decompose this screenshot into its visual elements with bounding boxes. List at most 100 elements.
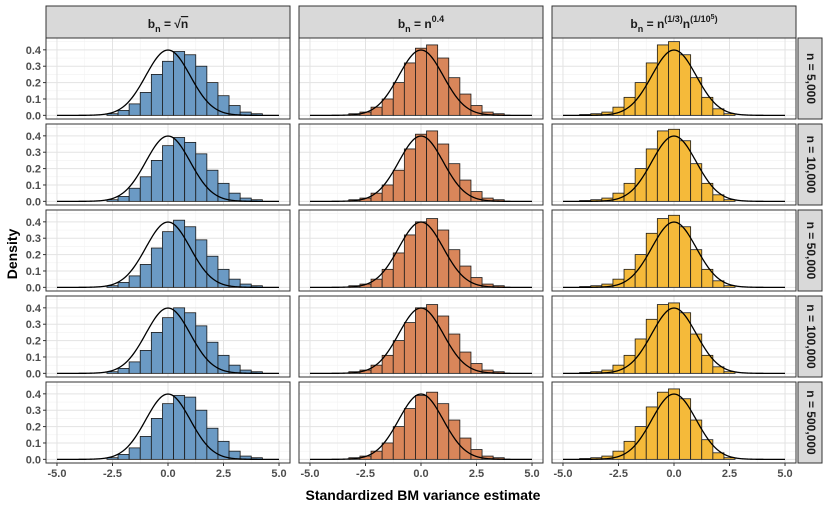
histogram-bar (195, 325, 208, 374)
y-tick-label: 0.1 (26, 180, 41, 192)
histogram-bar (712, 366, 725, 374)
column-strip-label: bn = n0.4 (398, 14, 444, 34)
header-operator: = n (643, 17, 664, 31)
y-tick-label: 0.1 (26, 266, 41, 278)
panel-border (45, 209, 291, 292)
x-tick-label: 2.5 (216, 468, 231, 480)
header-second-term: n (683, 17, 690, 31)
histogram-bar (415, 307, 427, 374)
panel-border (551, 295, 797, 378)
y-tick-label: 0.0 (26, 454, 41, 466)
histogram-bar (415, 133, 427, 202)
histogram-bar (162, 403, 174, 460)
normal-density-curve (56, 307, 280, 374)
histogram-bar (228, 278, 241, 288)
histogram-bar (645, 62, 658, 116)
normal-density-curves (56, 49, 786, 460)
x-tick-label: 0.0 (666, 468, 681, 480)
x-tick-label: 0.0 (413, 468, 428, 480)
histogram-bar (117, 110, 130, 116)
histogram-bar (448, 419, 461, 460)
histogram-bar (403, 408, 416, 460)
histogram-bar (723, 457, 736, 460)
x-tick-label: 2.5 (469, 468, 484, 480)
histogram-bar (370, 192, 383, 202)
y-tick-label: 0.0 (26, 368, 41, 380)
y-tick-label: 0.0 (26, 110, 41, 122)
histogram-bar (459, 179, 472, 202)
histogram-bar (150, 332, 163, 374)
y-tick-label: 0.4 (26, 303, 42, 315)
column-strip (551, 5, 797, 39)
histogram-bar (117, 368, 130, 374)
header-operator: = n (411, 17, 432, 31)
histogram-bar (701, 182, 714, 202)
normal-density-curve (562, 221, 786, 288)
header-subscript: n (155, 24, 161, 34)
histogram-bar (139, 350, 152, 374)
histogram-bar (403, 62, 416, 116)
x-tick-label: 0.0 (160, 468, 175, 480)
y-tick-label: 0.2 (26, 422, 41, 434)
y-tick-label: 0.4 (26, 389, 42, 401)
histogram-bar (690, 163, 703, 202)
histogram-bar (228, 105, 241, 116)
histogram-bar (415, 395, 427, 460)
histogram-bar (139, 264, 152, 288)
histogram-bar (173, 307, 186, 374)
normal-density-curve (562, 135, 786, 202)
histogram-bar (437, 315, 450, 374)
histogram-bar (415, 221, 427, 288)
histogram-bars (106, 41, 736, 460)
x-tick-label: -5.0 (553, 468, 572, 480)
histogram-bar (712, 452, 725, 460)
histogram-bar (128, 447, 141, 460)
row-strip-label: n = 10,000 (804, 136, 818, 194)
y-tick-label: 0.3 (26, 61, 41, 73)
x-tick-label: -2.5 (356, 468, 375, 480)
histogram-bar (459, 93, 472, 116)
header-superscript: 0.4 (432, 14, 445, 24)
histogram-bar (150, 418, 163, 460)
header-base: b (630, 17, 637, 31)
histogram-bar (370, 364, 383, 374)
normal-density-curve (309, 307, 533, 374)
histogram-bar (712, 194, 725, 202)
header-subscript: n (638, 24, 644, 34)
y-tick-label: 0.3 (26, 147, 41, 159)
histogram-bar (690, 77, 703, 116)
histogram-bar (195, 239, 208, 288)
histogram-bar (139, 176, 152, 202)
y-tick-label: 0.4 (26, 45, 42, 57)
histogram-bar (723, 199, 736, 202)
row-strip (797, 209, 823, 292)
x-tick-label: -2.5 (609, 468, 628, 480)
histogram-bar (426, 130, 439, 202)
y-axis-title: Density (4, 229, 20, 280)
header-superscript-2: (1/10 (690, 14, 711, 24)
histogram-bar (173, 51, 186, 116)
header-subscript: n (405, 24, 411, 34)
header-base: b (148, 17, 155, 31)
y-tick-label: 0.3 (26, 405, 41, 417)
histogram-bar (381, 98, 394, 116)
panel-border (551, 123, 797, 206)
normal-density-curve (309, 135, 533, 202)
histogram-bar (712, 108, 725, 116)
normal-density-curve (56, 221, 280, 288)
y-tick-label: 0.1 (26, 94, 41, 106)
histogram-bar (392, 82, 405, 116)
histogram-bar (206, 255, 219, 288)
histogram-bar (448, 249, 461, 288)
x-tick-label: -2.5 (103, 468, 122, 480)
y-tick-label: 0.4 (26, 217, 42, 229)
histogram-bar (150, 74, 163, 116)
histogram-bar (723, 113, 736, 116)
histogram-bar (117, 454, 130, 460)
panel-border (45, 295, 291, 378)
histogram-bar (437, 143, 450, 202)
row-strip (797, 295, 823, 378)
histogram-bar (668, 388, 680, 460)
y-tick-label: 0.0 (26, 196, 41, 208)
y-tick-label: 0.2 (26, 78, 41, 90)
